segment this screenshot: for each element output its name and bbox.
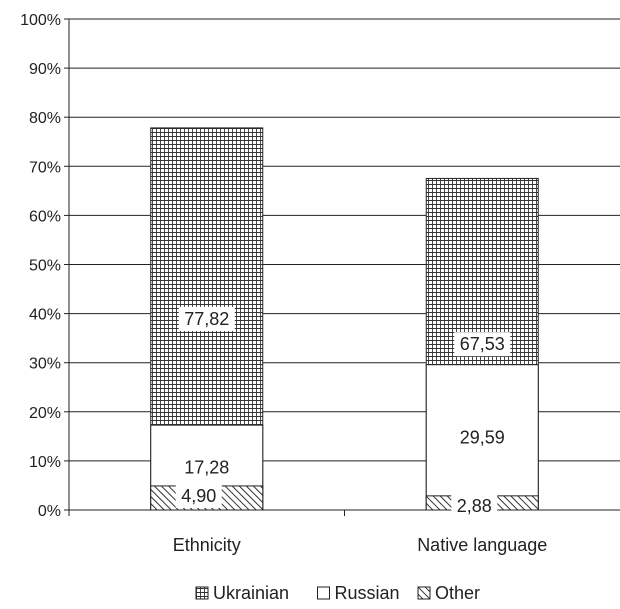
data-label: 17,28 — [184, 458, 229, 478]
data-label: 29,59 — [460, 427, 505, 447]
data-label: 67,53 — [460, 334, 505, 354]
legend-label-ukrainian: Ukrainian — [213, 583, 289, 603]
y-tick-label: 60% — [29, 208, 61, 225]
y-tick-label: 50% — [29, 258, 61, 275]
x-category-label: Native language — [417, 535, 547, 555]
y-tick-label: 80% — [29, 110, 61, 127]
y-tick-label: 40% — [29, 307, 61, 324]
legend-swatch-russian — [317, 586, 330, 600]
data-label-bg — [178, 455, 235, 480]
data-label-bg — [178, 306, 235, 331]
legend-swatch-other — [417, 586, 431, 600]
axes: 0% 10% 20% 30% 40% 50% 60% 70% 80% 90% 100% Ethnici… — [20, 12, 620, 555]
legend-swatch-ukrainian — [195, 586, 209, 600]
data-label-bg — [454, 332, 511, 357]
data-label-bg — [451, 493, 498, 518]
y-tick-label: 30% — [29, 356, 61, 373]
legend-label-other: Other — [435, 583, 480, 603]
x-category-label: Ethnicity — [173, 535, 241, 555]
data-label: 2,88 — [457, 496, 492, 516]
legend: Ukrainian Russian Other — [195, 583, 480, 603]
data-label-bg — [175, 483, 222, 508]
y-tick-label: 10% — [29, 454, 61, 471]
data-labels: 77,82 17,28 4,90 67,53 29,59 2,88 — [175, 306, 511, 518]
data-label: 4,90 — [181, 486, 216, 506]
y-tick-label: 20% — [29, 405, 61, 422]
data-label: 77,82 — [184, 309, 229, 329]
y-tick-label: 0% — [38, 503, 61, 520]
legend-label-russian: Russian — [335, 583, 400, 603]
y-tick-label: 90% — [29, 61, 61, 78]
y-tick-label: 100% — [20, 12, 61, 29]
data-label-bg — [454, 425, 511, 450]
y-tick-label: 70% — [29, 159, 61, 176]
